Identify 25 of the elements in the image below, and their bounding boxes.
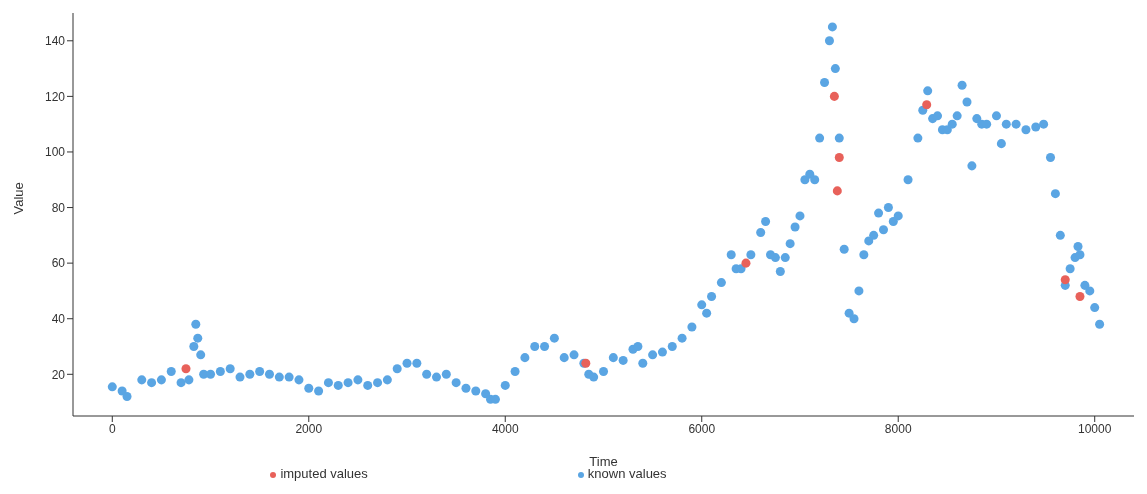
point [832,186,842,196]
legend-label: imputed values [280,466,368,481]
x-tick-label: 4000 [491,421,519,436]
y-tick-label: 100 [44,145,66,160]
y-tick-label: 40 [51,311,66,326]
point [741,258,751,268]
y-tick-label: 80 [51,200,66,215]
x-axis-title: Time [589,454,618,469]
legend-label: known values [587,466,667,481]
point [1060,275,1070,285]
point [1075,291,1085,301]
point [922,100,932,110]
y-tick-label: 140 [44,34,66,49]
x-tick-label: 2000 [295,421,323,436]
y-tick-label: 20 [51,367,66,382]
x-tick-label: 8000 [884,421,912,436]
point [181,364,191,374]
x-tick-label: 6000 [688,421,716,436]
x-tick-label: 0 [108,421,116,436]
point [834,153,844,163]
point [829,91,839,101]
x-tick-label: 10000 [1078,421,1112,436]
y-axis-title: Value [10,182,26,215]
y-tick-label: 60 [51,256,66,271]
y-tick-label: 120 [44,89,66,104]
